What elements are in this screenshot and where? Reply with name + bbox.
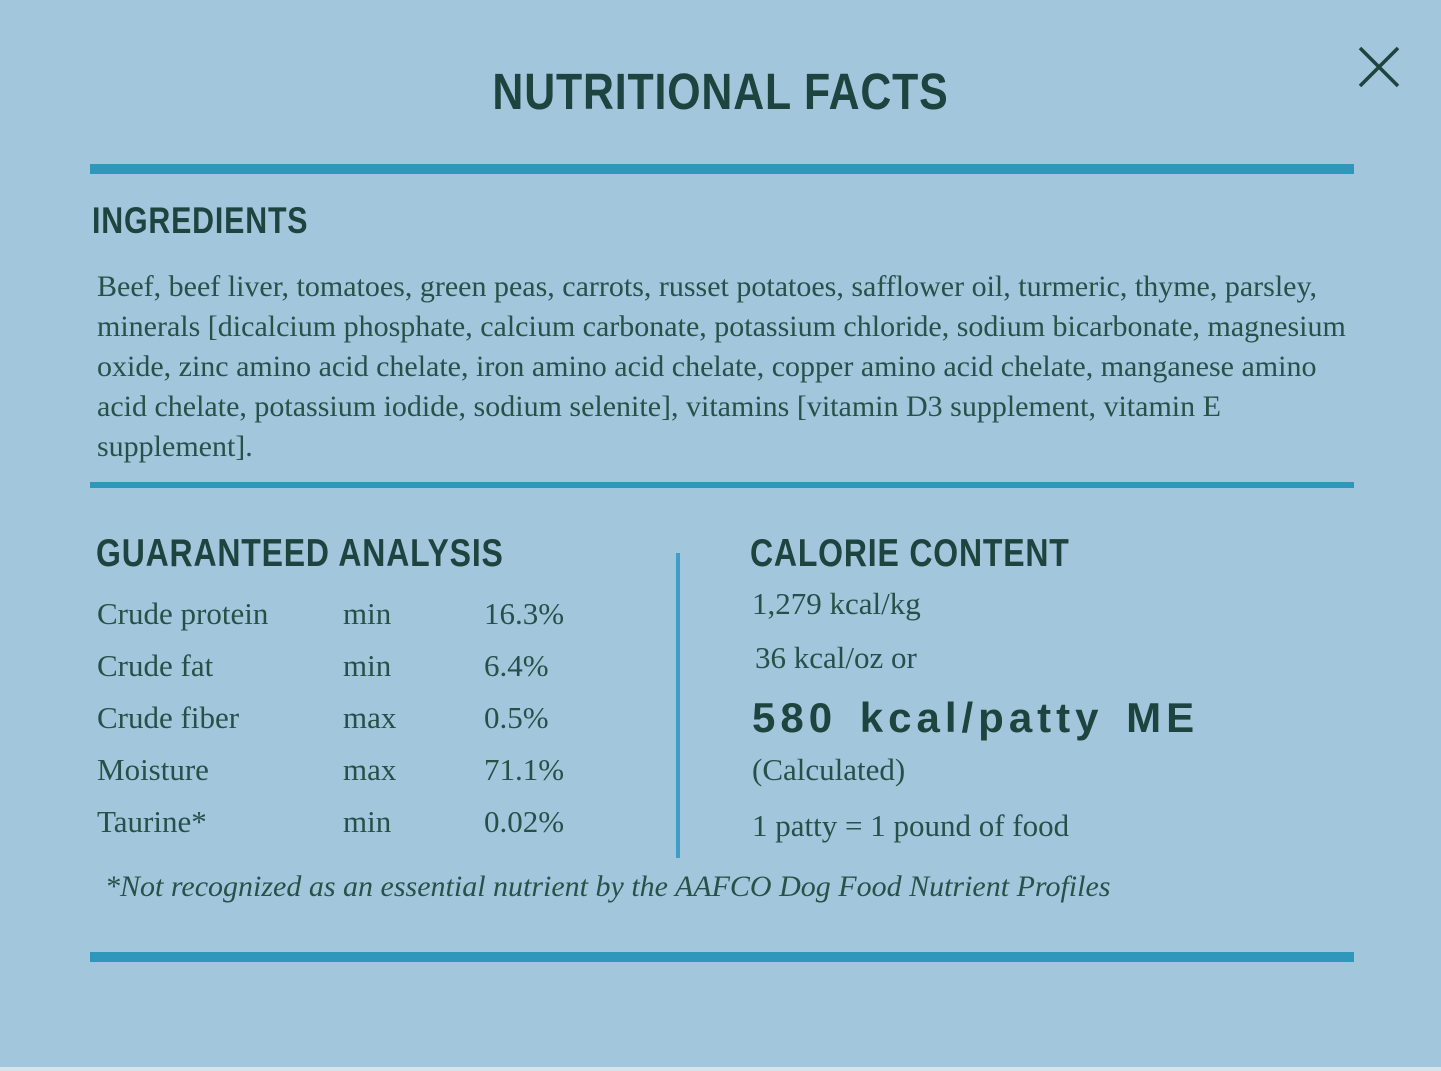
kcal-per-patty: 580 kcal/patty ME [752,694,1200,741]
kcal-per-oz: 36 kcal/oz or [755,640,917,675]
nutrient-label: Crude protein [97,596,269,631]
basis-label: min [343,596,392,631]
page-bottom-edge [0,1067,1441,1071]
top-divider [90,164,1354,174]
basis-label: min [343,804,392,839]
basis-label: max [343,700,397,735]
middle-divider [90,482,1354,488]
table-row: Crude protein min 16.3% [97,595,637,647]
table-row: Taurine* min 0.02% [97,803,637,855]
calculation-note: (Calculated) [752,752,906,787]
value-label: 16.3% [484,596,565,631]
guaranteed-analysis-heading: GUARANTEED ANALYSIS [96,532,504,575]
guaranteed-analysis-table: Crude protein min 16.3% Crude fat min 6.… [97,595,637,855]
close-button[interactable] [1354,44,1404,94]
table-row: Moisture max 71.1% [97,751,637,803]
basis-label: max [343,752,397,787]
calorie-content-heading: CALORIE CONTENT [750,532,1070,575]
column-divider [676,553,680,858]
kcal-per-kg: 1,279 kcal/kg [752,586,921,621]
page-title: NUTRITIONAL FACTS [492,63,949,120]
value-label: 71.1% [484,752,565,787]
value-label: 0.5% [484,700,549,735]
ingredients-heading: INGREDIENTS [92,200,309,241]
nutrient-label: Moisture [97,752,209,787]
table-row: Crude fiber max 0.5% [97,699,637,751]
bottom-divider [90,952,1354,962]
aafco-footnote: *Not recognized as an essential nutrient… [105,870,1111,903]
table-row: Crude fat min 6.4% [97,647,637,699]
value-label: 0.02% [484,804,565,839]
basis-label: min [343,648,392,683]
nutrient-label: Crude fat [97,648,214,683]
nutrient-label: Taurine* [97,804,207,839]
patty-equivalence: 1 patty = 1 pound of food [752,808,1070,843]
ingredients-text: Beef, beef liver, tomatoes, green peas, … [97,270,1346,463]
value-label: 6.4% [484,648,549,683]
close-icon [1356,44,1402,95]
nutrient-label: Crude fiber [97,700,240,735]
